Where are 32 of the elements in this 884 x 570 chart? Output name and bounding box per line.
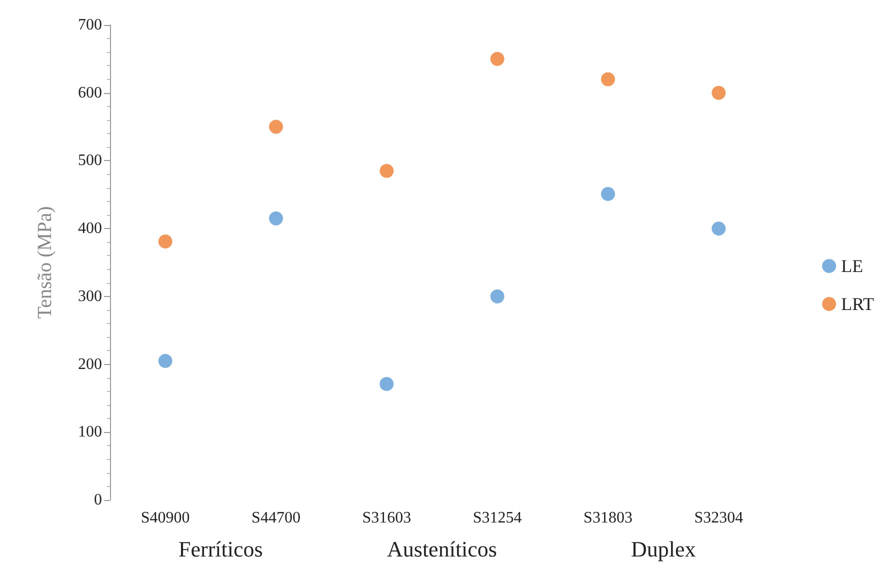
point (158, 354, 172, 368)
point (601, 186, 615, 201)
y-tick-label: 400 (78, 220, 102, 238)
x-tick-label: S31254 (472, 510, 522, 526)
y-axis-title: Tensão (MPa) (34, 206, 56, 319)
y-tick-label: 300 (78, 288, 102, 305)
point (269, 120, 283, 134)
x-tick-label: S31803 (584, 510, 632, 526)
point (601, 72, 615, 86)
y-tick-label: 600 (78, 84, 102, 102)
point (269, 211, 283, 226)
point (158, 234, 172, 248)
y-tick-label: 200 (78, 356, 102, 373)
point (380, 164, 394, 178)
y-tick-label: 700 (78, 16, 102, 34)
text: Ferríticos (178, 536, 263, 562)
x-tick-label: S44700 (252, 510, 300, 526)
text: Austeníticos (387, 536, 497, 562)
x-tick-label: S40900 (140, 510, 190, 526)
point (380, 376, 394, 391)
legend-label: LE (841, 256, 864, 276)
point (490, 289, 504, 304)
y-tick-label: 500 (78, 152, 102, 170)
x-tick-label: S31603 (362, 510, 412, 526)
point (712, 222, 726, 236)
point (490, 52, 504, 66)
point (712, 86, 726, 100)
y-tick-label: 0 (94, 492, 102, 508)
text: Duplex (630, 536, 696, 562)
y-tick-label: 100 (78, 424, 102, 441)
legend-label: LRT (841, 294, 874, 314)
x-tick-label: S32304 (694, 510, 744, 526)
